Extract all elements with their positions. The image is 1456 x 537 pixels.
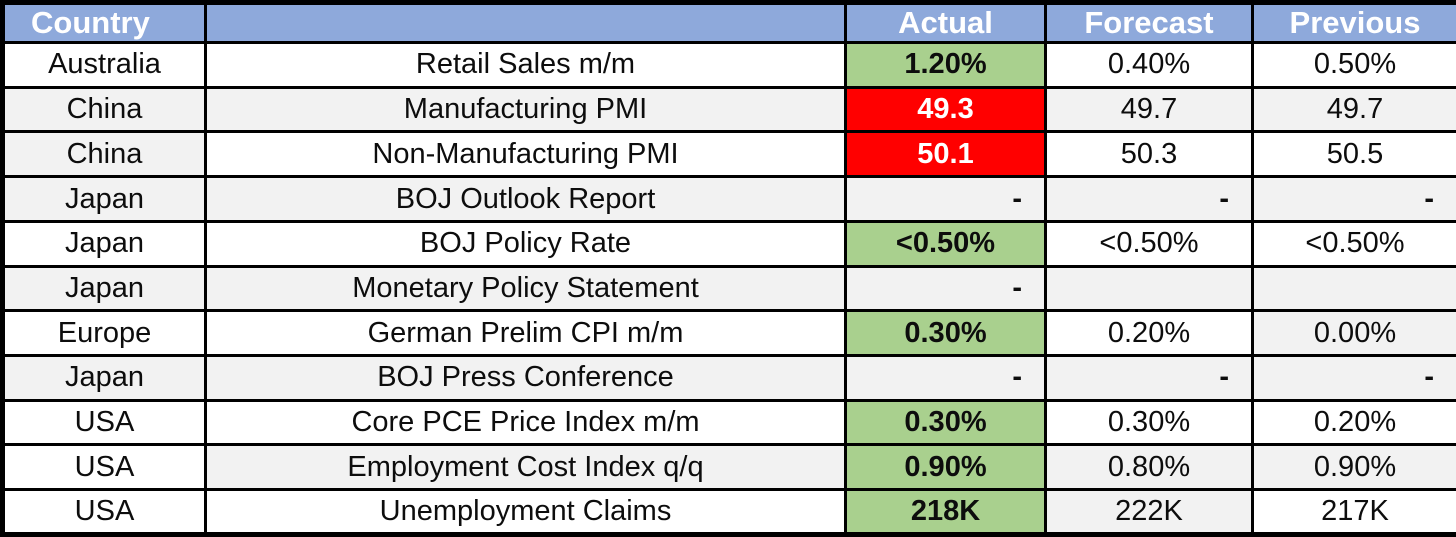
cell-event: BOJ Policy Rate [204, 219, 847, 268]
cell-country: Japan [1, 219, 207, 268]
cell-country: Australia [1, 41, 207, 89]
cell-event: Non-Manufacturing PMI [204, 130, 847, 179]
cell-country: Europe [1, 309, 207, 358]
table-row: Japan BOJ Policy Rate <0.50% <0.50% <0.50% [1, 219, 1456, 268]
cell-previous: <0.50% [1251, 219, 1456, 268]
table-row: Japan Monetary Policy Statement - [1, 264, 1456, 313]
cell-event: Unemployment Claims [204, 488, 847, 536]
cell-forecast: 0.20% [1044, 309, 1254, 358]
table-row: Europe German Prelim CPI m/m 0.30% 0.20% 0.0… [1, 309, 1456, 358]
cell-actual: 0.30% [844, 309, 1047, 358]
cell-previous: 49.7 [1251, 85, 1456, 134]
cell-country: Japan [1, 264, 207, 313]
column-header-forecast: Forecast [1044, 1, 1254, 44]
cell-previous: 0.00% [1251, 309, 1456, 358]
cell-event: Employment Cost Index q/q [204, 443, 847, 492]
cell-event: BOJ Outlook Report [204, 175, 847, 223]
cell-country: China [1, 85, 207, 134]
cell-actual: - [844, 354, 1047, 402]
cell-forecast: 0.80% [1044, 443, 1254, 492]
table-row: USA Unemployment Claims 218K 222K 217K [1, 488, 1456, 536]
column-header-actual: Actual [844, 1, 1047, 44]
table-row: Australia Retail Sales m/m 1.20% 0.40% 0.50% [1, 41, 1456, 89]
cell-actual: <0.50% [844, 219, 1047, 268]
cell-previous: - [1251, 175, 1456, 223]
cell-previous: 50.5 [1251, 130, 1456, 179]
header-row: Country Actual Forecast Previous [1, 1, 1456, 44]
table-row: Japan BOJ Press Conference - - - [1, 354, 1456, 402]
table-row: China Manufacturing PMI 49.3 49.7 49.7 [1, 85, 1456, 134]
cell-previous: 0.20% [1251, 398, 1456, 447]
cell-country: China [1, 130, 207, 179]
cell-forecast: 0.30% [1044, 398, 1254, 447]
cell-forecast: 0.40% [1044, 41, 1254, 89]
cell-actual: 218K [844, 488, 1047, 536]
cell-actual: 49.3 [844, 85, 1047, 134]
cell-forecast: 49.7 [1044, 85, 1254, 134]
cell-country: Japan [1, 175, 207, 223]
cell-actual: 1.20% [844, 41, 1047, 89]
cell-previous: - [1251, 354, 1456, 402]
column-header-country: Country [1, 1, 207, 44]
cell-country: USA [1, 398, 207, 447]
cell-forecast: 50.3 [1044, 130, 1254, 179]
cell-country: USA [1, 443, 207, 492]
cell-forecast: 222K [1044, 488, 1254, 536]
cell-country: USA [1, 488, 207, 536]
cell-event: BOJ Press Conference [204, 354, 847, 402]
cell-actual: 0.30% [844, 398, 1047, 447]
column-header-event [204, 1, 847, 44]
cell-event: Manufacturing PMI [204, 85, 847, 134]
cell-event: German Prelim CPI m/m [204, 309, 847, 358]
column-header-previous: Previous [1251, 1, 1456, 44]
table-row: Japan BOJ Outlook Report - - - [1, 175, 1456, 223]
cell-actual: 0.90% [844, 443, 1047, 492]
cell-forecast [1044, 264, 1254, 313]
cell-previous: 0.90% [1251, 443, 1456, 492]
cell-event: Core PCE Price Index m/m [204, 398, 847, 447]
cell-previous: 217K [1251, 488, 1456, 536]
cell-actual: - [844, 175, 1047, 223]
table-body: Australia Retail Sales m/m 1.20% 0.40% 0.50%… [1, 41, 1456, 536]
cell-forecast: - [1044, 175, 1254, 223]
cell-country: Japan [1, 354, 207, 402]
cell-event: Retail Sales m/m [204, 41, 847, 89]
table-row: China Non-Manufacturing PMI 50.1 50.3 50.5 [1, 130, 1456, 179]
cell-actual: 50.1 [844, 130, 1047, 179]
cell-forecast: - [1044, 354, 1254, 402]
cell-actual: - [844, 264, 1047, 313]
cell-previous: 0.50% [1251, 41, 1456, 89]
table-row: USA Employment Cost Index q/q 0.90% 0.80% 0.… [1, 443, 1456, 492]
cell-previous [1251, 264, 1456, 313]
table-row: USA Core PCE Price Index m/m 0.30% 0.30% 0.2… [1, 398, 1456, 447]
cell-forecast: <0.50% [1044, 219, 1254, 268]
cell-event: Monetary Policy Statement [204, 264, 847, 313]
